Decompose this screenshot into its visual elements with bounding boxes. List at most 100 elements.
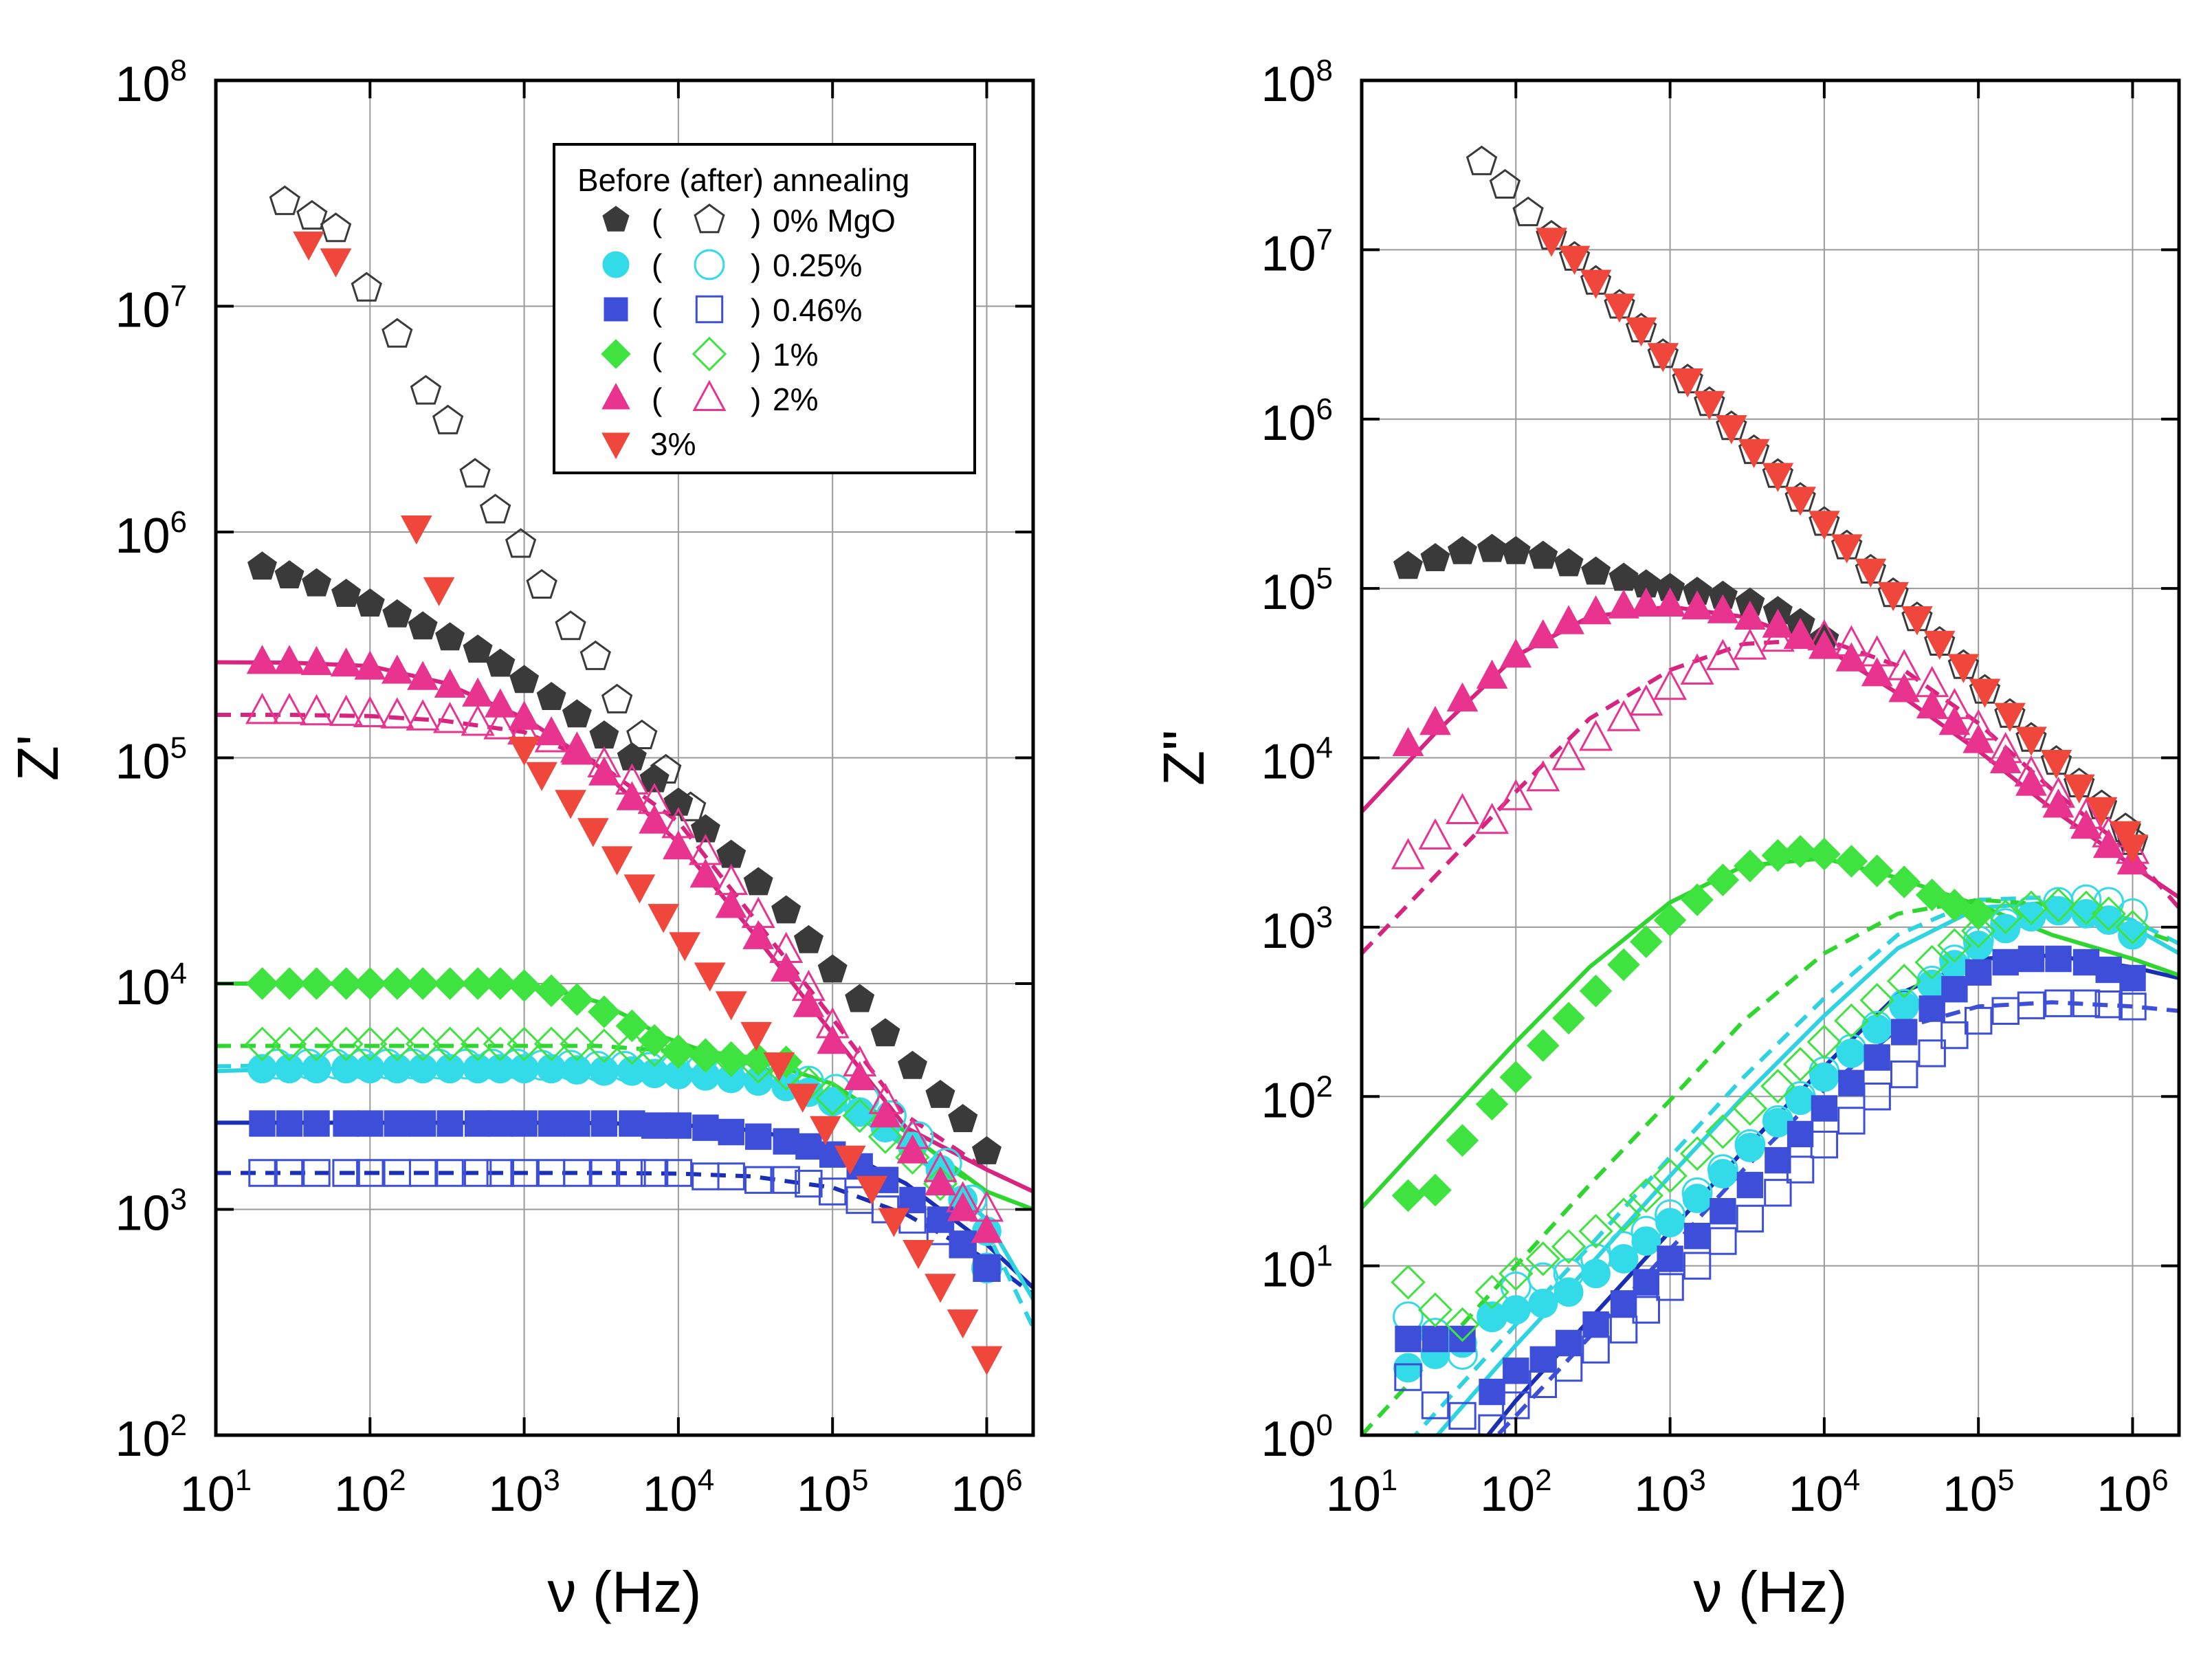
- data-point: [2118, 920, 2147, 950]
- data-point: [1528, 1288, 1558, 1318]
- series: [249, 1110, 1000, 1281]
- data-point: [435, 622, 465, 651]
- data-point: [1834, 1003, 1869, 1039]
- data-point: [601, 846, 633, 876]
- data-point: [1783, 617, 1817, 650]
- data-point: [1529, 1370, 1557, 1398]
- data-point: [1478, 1414, 1506, 1435]
- data-point: [1657, 1245, 1683, 1272]
- data-point: [817, 1025, 849, 1054]
- data-point: [1393, 1353, 1423, 1383]
- data-point: [1784, 487, 1816, 516]
- y-tick-label: 108: [1261, 54, 1333, 112]
- data-point: [694, 962, 726, 992]
- data-point: [1961, 709, 1995, 741]
- data-point: [1498, 779, 1533, 810]
- data-point: [669, 932, 701, 962]
- data-point: [356, 1159, 384, 1187]
- data-point: [511, 1110, 538, 1137]
- data-point: [1526, 760, 1560, 792]
- data-point: [272, 693, 307, 724]
- data-point: [1941, 976, 1968, 1003]
- data-point: [1527, 619, 1559, 649]
- data-point: [249, 1110, 276, 1137]
- data-point: [534, 721, 568, 753]
- data-point: [741, 896, 775, 929]
- data-point: [895, 1118, 930, 1149]
- data-point: [1391, 1179, 1425, 1212]
- data-point: [407, 661, 439, 690]
- data-point: [949, 1230, 977, 1259]
- x-tick-label: 101: [1326, 1463, 1398, 1522]
- data-point: [1735, 1133, 1765, 1162]
- data-point: [1860, 854, 1894, 887]
- series: [269, 185, 707, 821]
- data-point: [1914, 944, 1949, 980]
- data-point: [476, 1048, 508, 1080]
- data-point: [688, 1038, 723, 1073]
- data-point: [791, 969, 826, 1001]
- data-point: [715, 889, 747, 918]
- data-point: [276, 1110, 303, 1137]
- data-point: [1582, 1311, 1609, 1338]
- data-point: [1762, 463, 1794, 492]
- data-point: [1890, 1060, 1918, 1089]
- data-point: [1861, 657, 1893, 687]
- data-point: [763, 1052, 795, 1082]
- data-point: [1887, 649, 1921, 680]
- data-point: [1580, 1243, 1611, 1274]
- data-point: [2117, 898, 2148, 929]
- legend-open-marker: [694, 249, 725, 280]
- data-point: [461, 705, 495, 736]
- data-point: [533, 1026, 569, 1062]
- data-point: [555, 610, 586, 641]
- data-point: [770, 952, 802, 982]
- data-point: [1653, 668, 1688, 700]
- legend-label: 0.46%: [773, 292, 862, 328]
- data-point: [819, 1177, 847, 1206]
- data-point: [1499, 1061, 1533, 1094]
- data-point: [248, 1159, 276, 1187]
- data-point: [463, 634, 493, 663]
- x-tick-label: 104: [1789, 1463, 1861, 1522]
- data-point: [1733, 628, 1767, 660]
- data-point: [353, 696, 387, 727]
- y-axis-label: Z': [5, 735, 70, 781]
- legend-label: 0.25%: [773, 247, 862, 283]
- data-point: [2116, 834, 2149, 864]
- data-point: [1553, 548, 1584, 577]
- legend-entry: 3%: [601, 426, 696, 462]
- data-point: [381, 318, 413, 348]
- data-point: [1681, 883, 1714, 916]
- data-point: [329, 1026, 364, 1062]
- data-point: [1554, 1353, 1583, 1382]
- data-point: [856, 1175, 888, 1205]
- data-point: [1679, 1136, 1715, 1171]
- data-point: [639, 764, 670, 793]
- data-point: [293, 1048, 324, 1080]
- data-point: [1609, 1316, 1638, 1344]
- data-point: [2091, 896, 2126, 931]
- y-tick-label: 100: [1261, 1408, 1333, 1467]
- data-point: [1994, 702, 2026, 732]
- data-point: [2045, 945, 2072, 973]
- data-point: [1420, 543, 1450, 571]
- data-point: [1580, 269, 1612, 299]
- data-point: [1607, 948, 1640, 982]
- data-point: [1625, 317, 1657, 347]
- data-point: [1989, 731, 2023, 764]
- data-point: [1916, 689, 1948, 719]
- data-point: [1835, 845, 1868, 878]
- y-tick-label: 106: [115, 505, 187, 564]
- data-point: [601, 683, 633, 713]
- data-point: [561, 735, 593, 765]
- data-point: [661, 807, 696, 839]
- data-point: [436, 1159, 464, 1187]
- x-tick-label: 105: [1943, 1463, 2015, 1522]
- data-point: [1809, 511, 1840, 540]
- data-point: [2070, 884, 2102, 916]
- data-point: [786, 1083, 819, 1113]
- legend-open-paren: (: [652, 381, 663, 417]
- right-panel-zdoubleprime: 101 102 103 104 105 1061001011021031041051061…: [1151, 54, 2181, 1624]
- data-point: [1446, 682, 1479, 712]
